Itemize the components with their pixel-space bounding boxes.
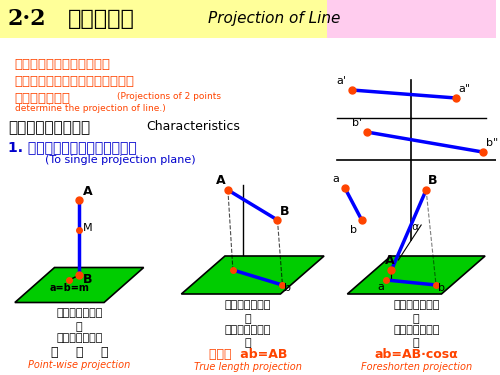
Polygon shape (348, 256, 485, 294)
Text: 直线倾斜于投影: 直线倾斜于投影 (393, 300, 440, 310)
Text: a: a (332, 174, 339, 184)
Text: 直线平行于投影: 直线平行于投影 (224, 300, 271, 310)
Text: 两点确定一条直线，将两点: 两点确定一条直线，将两点 (15, 58, 111, 71)
Text: 投影比空间线段: 投影比空间线段 (393, 325, 440, 335)
Text: α: α (412, 222, 418, 232)
Text: 投影反映线段实: 投影反映线段实 (224, 325, 271, 335)
Text: 1. 直线对一个投影面的投影特性: 1. 直线对一个投影面的投影特性 (8, 140, 136, 154)
Text: 长: 长 (244, 338, 251, 348)
Text: b: b (438, 283, 445, 293)
Text: b: b (284, 283, 292, 293)
Text: Projection of Line: Projection of Line (208, 12, 340, 27)
Text: a=b=m: a=b=m (50, 283, 90, 293)
Polygon shape (182, 256, 324, 294)
FancyBboxPatch shape (0, 0, 327, 38)
Text: Point-wise projection: Point-wise projection (28, 360, 130, 370)
Polygon shape (15, 267, 144, 303)
Text: 直线垂直于投影: 直线垂直于投影 (56, 308, 102, 318)
Text: ab=AB·cosα: ab=AB·cosα (374, 348, 458, 361)
Text: a': a' (337, 76, 347, 86)
Text: 面: 面 (76, 322, 82, 332)
Text: b: b (350, 225, 357, 235)
Text: 积    聚    性: 积 聚 性 (50, 346, 108, 359)
Text: a": a" (459, 84, 471, 94)
Text: 面: 面 (244, 314, 251, 324)
Text: B: B (83, 273, 92, 286)
Text: (To single projection plane): (To single projection plane) (44, 155, 195, 165)
Text: b": b" (486, 138, 498, 148)
Text: 直线的投影: 直线的投影 (68, 9, 134, 29)
Text: M: M (83, 223, 93, 233)
Text: (Projections of 2 points: (Projections of 2 points (117, 92, 221, 101)
Text: 一、直线的投影特性: 一、直线的投影特性 (8, 120, 90, 135)
Text: B: B (428, 174, 438, 187)
Text: A: A (83, 185, 93, 198)
Text: a: a (378, 282, 384, 292)
Text: True length projection: True length projection (194, 362, 302, 372)
Text: 面: 面 (413, 314, 420, 324)
Text: b': b' (352, 118, 362, 128)
Text: 短: 短 (413, 338, 420, 348)
FancyBboxPatch shape (0, 38, 496, 375)
Text: 的同名投影用直线连接，就得到直: 的同名投影用直线连接，就得到直 (15, 75, 135, 88)
Text: 2·2: 2·2 (8, 8, 46, 30)
FancyBboxPatch shape (0, 0, 496, 38)
Text: Foreshorten projection: Foreshorten projection (360, 362, 472, 372)
Text: 存真性  ab=AB: 存真性 ab=AB (208, 348, 287, 361)
Text: determine the projection of line.): determine the projection of line.) (15, 104, 166, 113)
Text: A: A (385, 254, 394, 267)
Text: Characteristics: Characteristics (146, 120, 240, 133)
Text: 线的同名投影。: 线的同名投影。 (15, 92, 71, 105)
Text: B: B (280, 205, 289, 218)
Text: 投影重合为一点: 投影重合为一点 (56, 333, 102, 343)
Text: A: A (216, 174, 226, 187)
